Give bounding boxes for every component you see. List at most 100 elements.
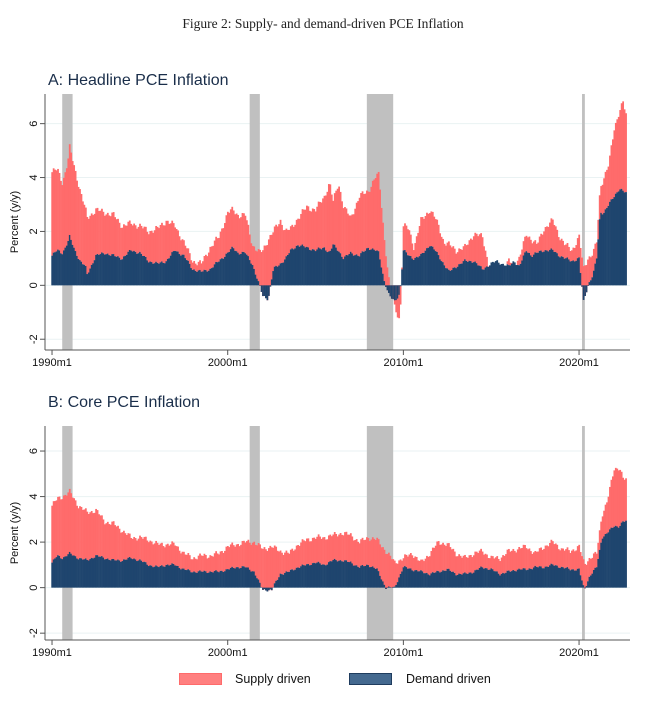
bar-supply [401,267,403,270]
bar-supply [614,122,617,194]
bar-demand [250,263,253,286]
bar-demand [150,262,153,286]
bar-demand [439,259,442,286]
bar-supply [559,240,562,258]
bar-supply [288,553,291,572]
bar-supply [112,521,115,559]
bar-demand [465,573,468,588]
bar-supply [474,232,477,262]
bar-demand [458,264,461,286]
bar-supply [291,548,294,570]
bar-supply [256,251,259,279]
bar-demand [335,560,338,588]
bar-demand [594,263,597,286]
y-tick-label: 6 [28,121,40,127]
bar-supply [427,556,430,575]
bar-supply [86,216,89,275]
bar-demand [174,250,177,286]
bar-supply [483,246,485,270]
bar-demand [222,258,225,286]
bar-supply [188,555,191,571]
bar-demand [614,193,617,286]
bar-supply [221,551,223,571]
bar-demand [306,564,308,588]
bar-supply [306,205,308,247]
bar-supply [153,543,156,567]
bar-supply [415,557,418,571]
bar-supply [603,510,605,537]
bar-demand [162,262,165,286]
bar-supply [194,263,197,271]
bar-demand [349,561,352,588]
bar-supply [409,553,412,569]
bar-supply [171,220,174,253]
bar-demand [58,555,61,588]
bar-supply [212,556,215,573]
bar-supply [218,554,220,573]
bar-demand [606,533,608,588]
bar-demand [595,258,598,286]
bar-demand [437,255,440,286]
bar-supply [82,509,84,560]
bar-demand [579,272,582,286]
bar-demand [209,268,212,286]
bar-supply [371,180,374,249]
bar-demand [71,244,74,286]
bar-supply [225,546,228,570]
bar-supply [531,553,534,570]
bar-supply [281,224,283,263]
bar-demand [373,567,376,588]
bar-demand [364,565,367,588]
bar-supply [437,541,440,572]
bar-demand [251,571,254,588]
bar-demand [288,571,291,588]
bar-supply [254,250,257,275]
bar-demand [344,256,346,286]
y-tick-label: 4 [28,174,40,180]
bar-demand [389,285,392,297]
bar-demand [200,571,203,588]
bar-supply [260,548,263,588]
bar-demand [396,285,399,299]
bar-demand [237,252,239,286]
bar-demand [95,555,97,588]
bar-demand [215,570,218,588]
bar-demand [491,569,494,588]
bar-demand [531,256,534,286]
bar-supply [402,226,405,251]
bar-supply [600,186,603,213]
bar-demand [108,559,111,588]
bar-supply [598,530,601,550]
bar-demand [55,557,58,588]
bar-supply [439,544,442,573]
bar-demand [569,261,572,286]
bar-demand [93,557,96,588]
bar-demand [620,188,623,286]
bar-supply [164,225,166,264]
bar-demand [96,555,99,588]
bar-demand [505,265,507,286]
bar-demand [276,579,279,588]
bar-demand [544,566,547,588]
figure-title: Figure 2: Supply- and demand-driven PCE … [182,16,464,31]
bar-demand [199,269,201,286]
bar-supply [52,168,55,253]
bar-demand [248,260,251,286]
bar-supply [455,253,458,269]
bar-supply [453,248,456,268]
bar-demand [601,538,604,588]
bar-demand [405,252,408,286]
bar-demand [448,568,450,588]
bar-supply [70,152,73,240]
bar-demand [550,248,553,286]
bar-supply [382,547,384,582]
bar-supply [285,228,288,257]
bar-demand [213,571,216,588]
bar-demand [247,567,250,588]
bar-supply [108,524,111,560]
bar-demand [221,570,223,588]
bar-supply [625,478,627,521]
bar-demand [575,570,578,588]
bar-supply [263,547,266,590]
bar-demand [528,253,531,286]
